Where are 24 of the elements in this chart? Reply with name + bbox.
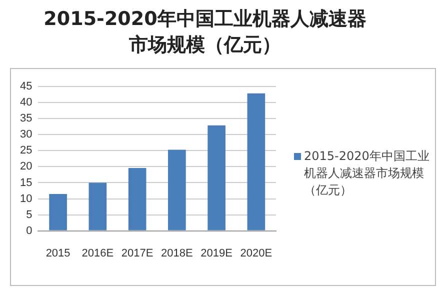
x-tick-label: 2015 — [46, 247, 70, 260]
bar — [168, 150, 186, 230]
bar — [247, 93, 266, 230]
y-tick-label: 45 — [20, 80, 32, 93]
bar — [128, 168, 146, 230]
y-tick-label: 25 — [20, 144, 32, 157]
bar — [88, 182, 107, 230]
y-tick-label: 35 — [20, 112, 32, 125]
legend-label: 2015-2020年中国工业机器人减速器市场规模（亿元） — [304, 148, 430, 199]
y-tick-label: 10 — [20, 192, 32, 205]
bar — [208, 125, 226, 230]
x-tick-label: 2020E — [240, 247, 272, 260]
x-tick-label: 2018E — [161, 247, 193, 260]
y-tick-label: 40 — [20, 96, 32, 109]
x-tick-label: 2019E — [200, 247, 232, 260]
y-tick-label: 20 — [20, 160, 32, 173]
x-tick-label: 2016E — [82, 247, 114, 260]
y-tick-label: 5 — [26, 208, 32, 221]
y-tick-label: 30 — [20, 128, 32, 141]
y-tick-label: 0 — [26, 224, 32, 237]
bar — [49, 194, 67, 230]
chart-title: 2015-2020年中国工业机器人减速器市场规模（亿元） — [42, 7, 368, 58]
x-tick-label: 2017E — [121, 247, 154, 260]
y-tick-label: 15 — [20, 176, 32, 189]
